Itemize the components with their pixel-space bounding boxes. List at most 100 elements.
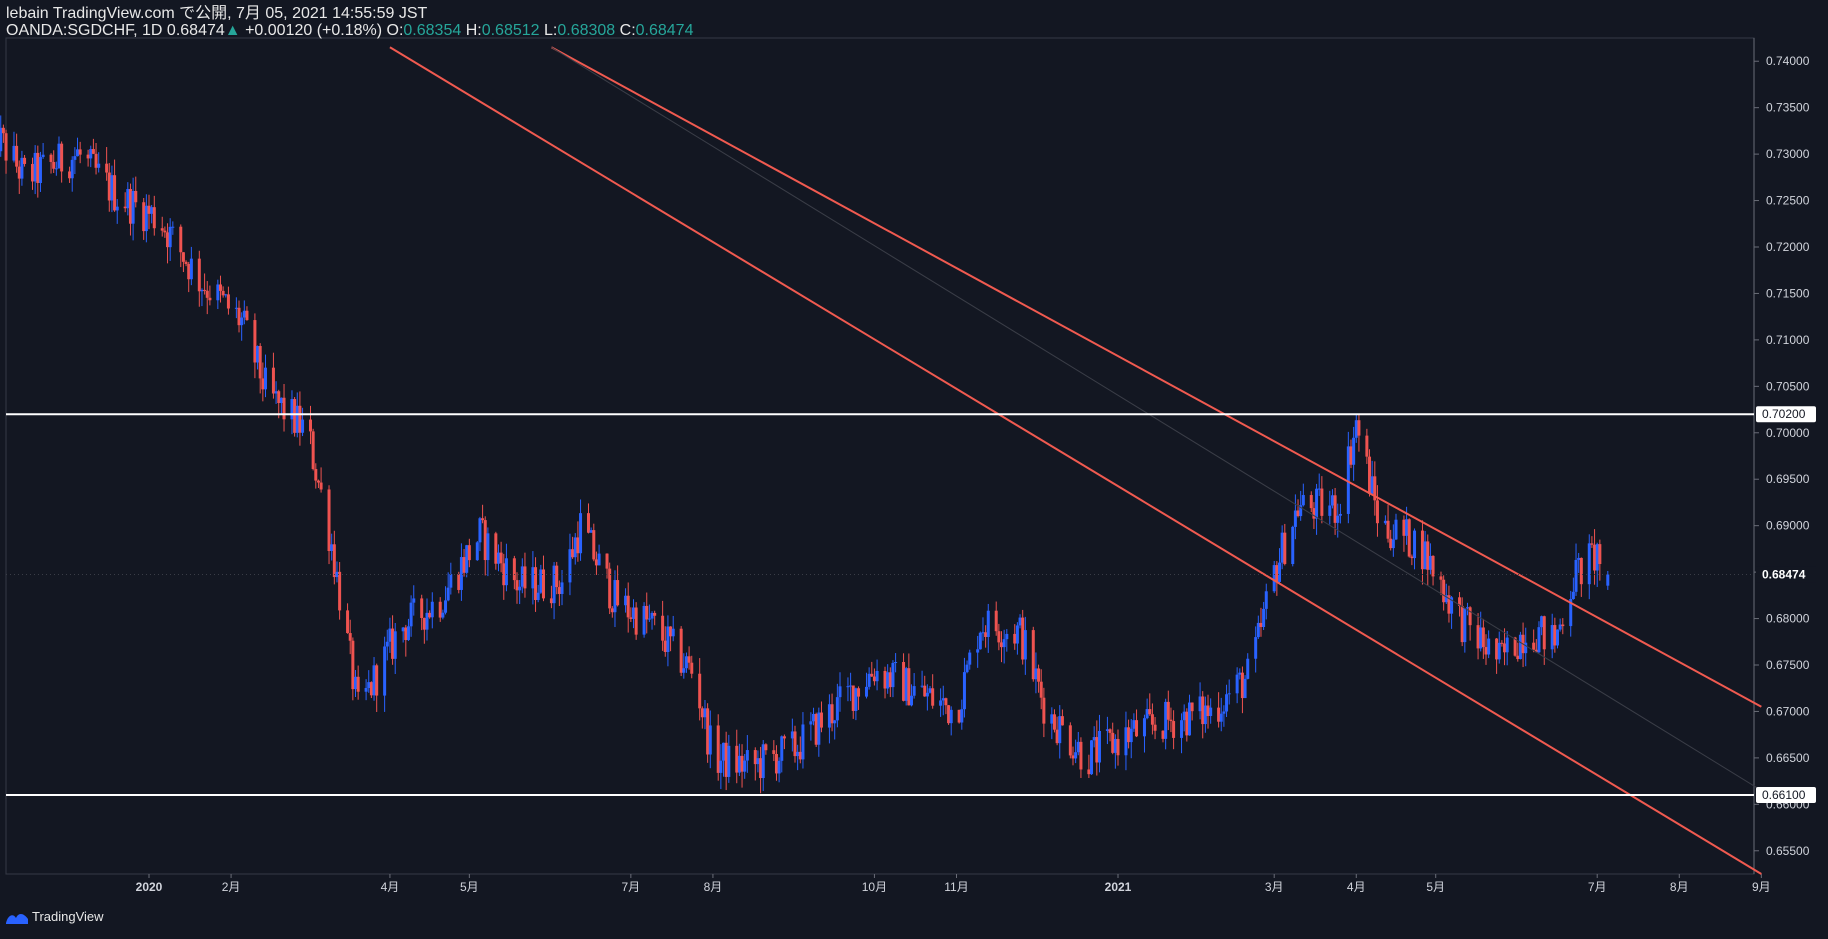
- candle-body: [536, 592, 540, 601]
- candle-body: [608, 568, 612, 609]
- candle-body: [1172, 721, 1176, 738]
- candle-body: [218, 284, 222, 291]
- chart-pane-border: [5, 37, 1755, 875]
- candle-body: [465, 545, 469, 573]
- candle-body: [1497, 642, 1501, 660]
- candle-body: [1278, 562, 1281, 582]
- candle-body: [401, 627, 405, 632]
- candle-body: [33, 152, 37, 182]
- candle-body: [724, 742, 728, 777]
- candle-body: [947, 705, 951, 724]
- candle-body: [1561, 624, 1565, 627]
- x-tick-label: 8月: [704, 880, 723, 894]
- candle-body: [1338, 513, 1342, 516]
- candle-body: [1423, 541, 1427, 570]
- candle-body: [475, 542, 479, 561]
- candle-body: [409, 602, 413, 627]
- candle-body: [928, 688, 932, 693]
- candle-body: [756, 758, 760, 765]
- candle-body: [126, 188, 130, 209]
- low-value: 0.68308: [557, 22, 616, 39]
- candle-body: [801, 724, 805, 760]
- level-price-label: 0.66100: [1762, 788, 1806, 802]
- candle-body: [886, 672, 890, 689]
- candle-body: [1034, 668, 1038, 680]
- candle-body: [422, 618, 426, 630]
- candle-body: [1238, 672, 1242, 675]
- candle-body: [1090, 740, 1094, 775]
- candle-body: [1413, 530, 1417, 559]
- candle-body: [1476, 625, 1480, 649]
- candle-body: [240, 317, 244, 326]
- candle-body: [518, 586, 522, 591]
- candle-body: [1209, 707, 1213, 717]
- candle-body: [1042, 697, 1046, 724]
- candle-body: [1013, 633, 1017, 644]
- candle-body: [610, 608, 614, 613]
- candle-body: [616, 580, 620, 606]
- candle-body: [131, 190, 135, 224]
- candle-body: [391, 628, 395, 659]
- candle-body: [256, 346, 260, 363]
- last-price: 0.68474: [166, 22, 225, 39]
- x-tick-label: 4月: [381, 880, 400, 894]
- candle-body: [1095, 737, 1099, 763]
- candle-body: [105, 163, 109, 173]
- candle-body: [962, 672, 966, 710]
- y-tick-label: 0.70000: [1766, 426, 1810, 440]
- candle-body: [894, 662, 898, 664]
- candle-body: [97, 163, 101, 168]
- candle-body: [888, 672, 892, 688]
- tradingview-watermark[interactable]: TradingView: [6, 909, 104, 924]
- candle-body: [774, 753, 778, 774]
- candle-body: [1532, 642, 1536, 650]
- candle-body: [1132, 720, 1136, 729]
- candle-body: [52, 161, 56, 169]
- candle-body: [849, 685, 853, 687]
- candle-body: [263, 367, 267, 390]
- candle-body: [478, 518, 482, 543]
- candle-body: [1105, 729, 1109, 731]
- candle-body: [520, 566, 524, 587]
- candle-body: [798, 751, 802, 760]
- candle-body: [1315, 488, 1319, 519]
- candle-body: [1031, 630, 1035, 680]
- candle-body: [367, 682, 371, 688]
- publish-text: lebain TradingView.com で公開, 7月 05, 2021 …: [6, 5, 428, 22]
- candle-body: [647, 618, 651, 620]
- candle-body: [613, 580, 617, 613]
- candle-body: [1407, 519, 1411, 557]
- candle-body: [557, 587, 561, 594]
- candle-body: [184, 261, 188, 264]
- candle-body: [1280, 532, 1284, 563]
- candle-body: [60, 143, 64, 172]
- triangle-up-icon: ▲: [224, 22, 241, 39]
- candle-body: [348, 633, 352, 641]
- candle-body: [441, 612, 445, 618]
- candle-body: [669, 626, 673, 637]
- channel-mid-line: [551, 46, 1762, 791]
- candle-body: [1368, 456, 1372, 494]
- candle-body: [332, 544, 336, 578]
- y-tick-label: 0.67000: [1766, 704, 1810, 718]
- candle-body: [875, 670, 879, 682]
- candle-body: [1021, 617, 1025, 660]
- candle-body: [984, 632, 988, 637]
- channel-lower-line: [389, 46, 1762, 875]
- candle-body: [735, 745, 739, 773]
- candle-body: [1116, 738, 1120, 756]
- level-price-tag: [1756, 787, 1816, 804]
- candle-body: [968, 652, 972, 665]
- candle-body: [1320, 488, 1324, 516]
- candle-body: [965, 664, 969, 673]
- candle-body: [144, 205, 148, 232]
- candle-body: [978, 632, 982, 650]
- candle-body: [1336, 515, 1340, 523]
- candle-body: [1386, 520, 1390, 539]
- candle-body: [1447, 595, 1451, 614]
- candle-body: [716, 725, 720, 773]
- candle-body: [1124, 727, 1128, 756]
- candle-body: [594, 559, 598, 566]
- candle-body: [957, 709, 961, 723]
